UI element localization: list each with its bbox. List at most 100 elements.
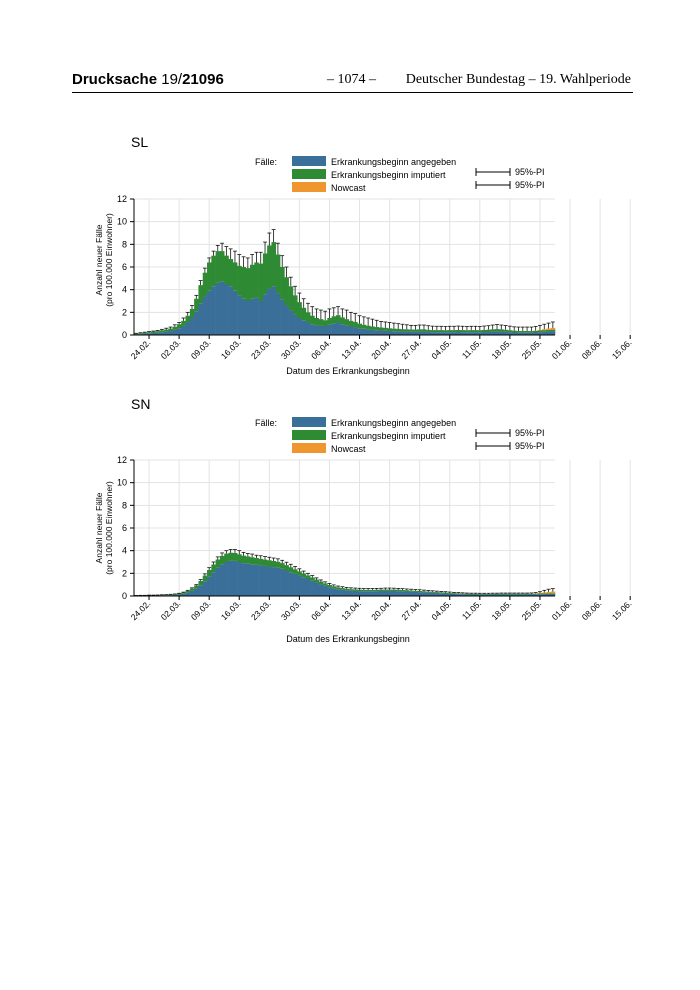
bar-segment [280, 568, 285, 596]
bar-segment [327, 585, 332, 588]
bar-segment [481, 593, 487, 595]
bar-segment [456, 332, 461, 335]
y-tick-label: 12 [117, 194, 127, 204]
bar-segment [378, 591, 384, 596]
bar-segment [546, 591, 552, 594]
bar-segment [383, 589, 388, 591]
x-tick-label: 09.03. [189, 337, 213, 361]
bar-segment [310, 577, 315, 581]
bar-segment [494, 331, 500, 335]
bar-segment [237, 554, 242, 562]
bar-segment [280, 299, 285, 335]
bar-segment [447, 330, 453, 333]
bar-segment [237, 562, 242, 596]
x-tick-label: 24.02. [129, 598, 153, 622]
bar-segment [155, 332, 161, 335]
bar-segment [383, 330, 388, 335]
bar-segment [288, 572, 294, 596]
bar-segment [318, 584, 324, 596]
page-header: Drucksache 19/21096 – 1074 – Deutscher B… [72, 68, 633, 93]
bar-segment [490, 594, 496, 596]
bar-segment [456, 594, 461, 596]
bar-segment [275, 293, 281, 335]
bar-segment [237, 265, 242, 296]
bar-segment [189, 318, 195, 335]
x-tick-label: 11.05. [460, 337, 483, 360]
bar-segment [542, 331, 547, 335]
x-tick-label: 18.05. [490, 598, 514, 622]
bar-segment [430, 332, 436, 335]
bar-segment [194, 585, 199, 589]
bar-segment [469, 594, 474, 596]
legend-label-reported: Erkrankungsbeginn angegeben [331, 157, 456, 167]
bar-segment [353, 589, 358, 591]
bar-segment [284, 305, 289, 335]
page-number: – 1074 – [327, 72, 376, 87]
bar-segment [417, 331, 423, 335]
bar-segment [361, 589, 367, 592]
bar-segment [340, 324, 345, 335]
bar-segment [172, 326, 178, 330]
bar-segment [443, 330, 448, 333]
y-tick-label: 8 [122, 500, 127, 510]
bar-segment [503, 593, 509, 595]
bar-segment [400, 589, 405, 592]
x-tick-label: 06.04. [309, 337, 333, 361]
bar-segment [524, 594, 530, 596]
bar-segment [443, 593, 448, 596]
bar-segment [361, 328, 367, 335]
bar-segment [138, 333, 143, 335]
bar-segment [404, 590, 410, 592]
bar-segment [434, 593, 440, 596]
bar-segment [275, 561, 281, 568]
x-tick-label: 09.03. [189, 598, 213, 622]
bar-segment [404, 331, 410, 335]
bar-segment [335, 587, 341, 590]
y-tick-label: 8 [122, 239, 127, 249]
bar-segment [202, 581, 208, 596]
bar-segment [546, 328, 552, 330]
bar-segment [365, 325, 371, 330]
bar-segment [284, 277, 289, 306]
bar-segment [378, 327, 384, 331]
bar-segment [254, 297, 259, 335]
bar-segment [374, 589, 380, 592]
bar-segment [254, 564, 259, 596]
bar-segment [417, 592, 423, 596]
x-tick-label: 13.04. [339, 598, 363, 622]
bar-segment [439, 332, 444, 335]
bar-segment [400, 329, 405, 332]
bar-segment [516, 593, 521, 595]
bar-segment [361, 324, 367, 329]
bar-segment [439, 330, 444, 333]
x-tick-label: 30.03. [279, 598, 303, 622]
y-tick-label: 0 [122, 330, 127, 340]
x-tick-label: 01.06. [550, 337, 574, 361]
bar-segment [219, 564, 225, 596]
bar-segment [365, 589, 371, 592]
bar-segment [421, 331, 427, 335]
bar-segment [331, 316, 337, 324]
bar-segment [181, 320, 186, 326]
bar-segment [181, 592, 186, 594]
bar-segment [490, 593, 496, 595]
legend-swatch-imputed [292, 169, 326, 179]
bar-segment [524, 331, 530, 333]
bar-segment [348, 320, 354, 327]
bar-segment [460, 330, 466, 333]
bar-segment [275, 567, 281, 596]
bar-segment [245, 301, 251, 335]
bar-segment [258, 565, 264, 596]
x-tick-label: 16.03. [219, 598, 243, 622]
y-tick-label: 12 [117, 455, 127, 465]
bar-segment [408, 329, 414, 332]
bar-segment [516, 331, 521, 333]
bar-segment [533, 593, 539, 595]
bar-segment [267, 560, 272, 567]
legend-label-nowcast: Nowcast [331, 183, 366, 193]
bar-segment [447, 332, 453, 335]
bar-segment [327, 587, 332, 596]
bar-segment [181, 593, 186, 596]
bar-segment [241, 267, 246, 299]
bar-segment [258, 558, 264, 566]
